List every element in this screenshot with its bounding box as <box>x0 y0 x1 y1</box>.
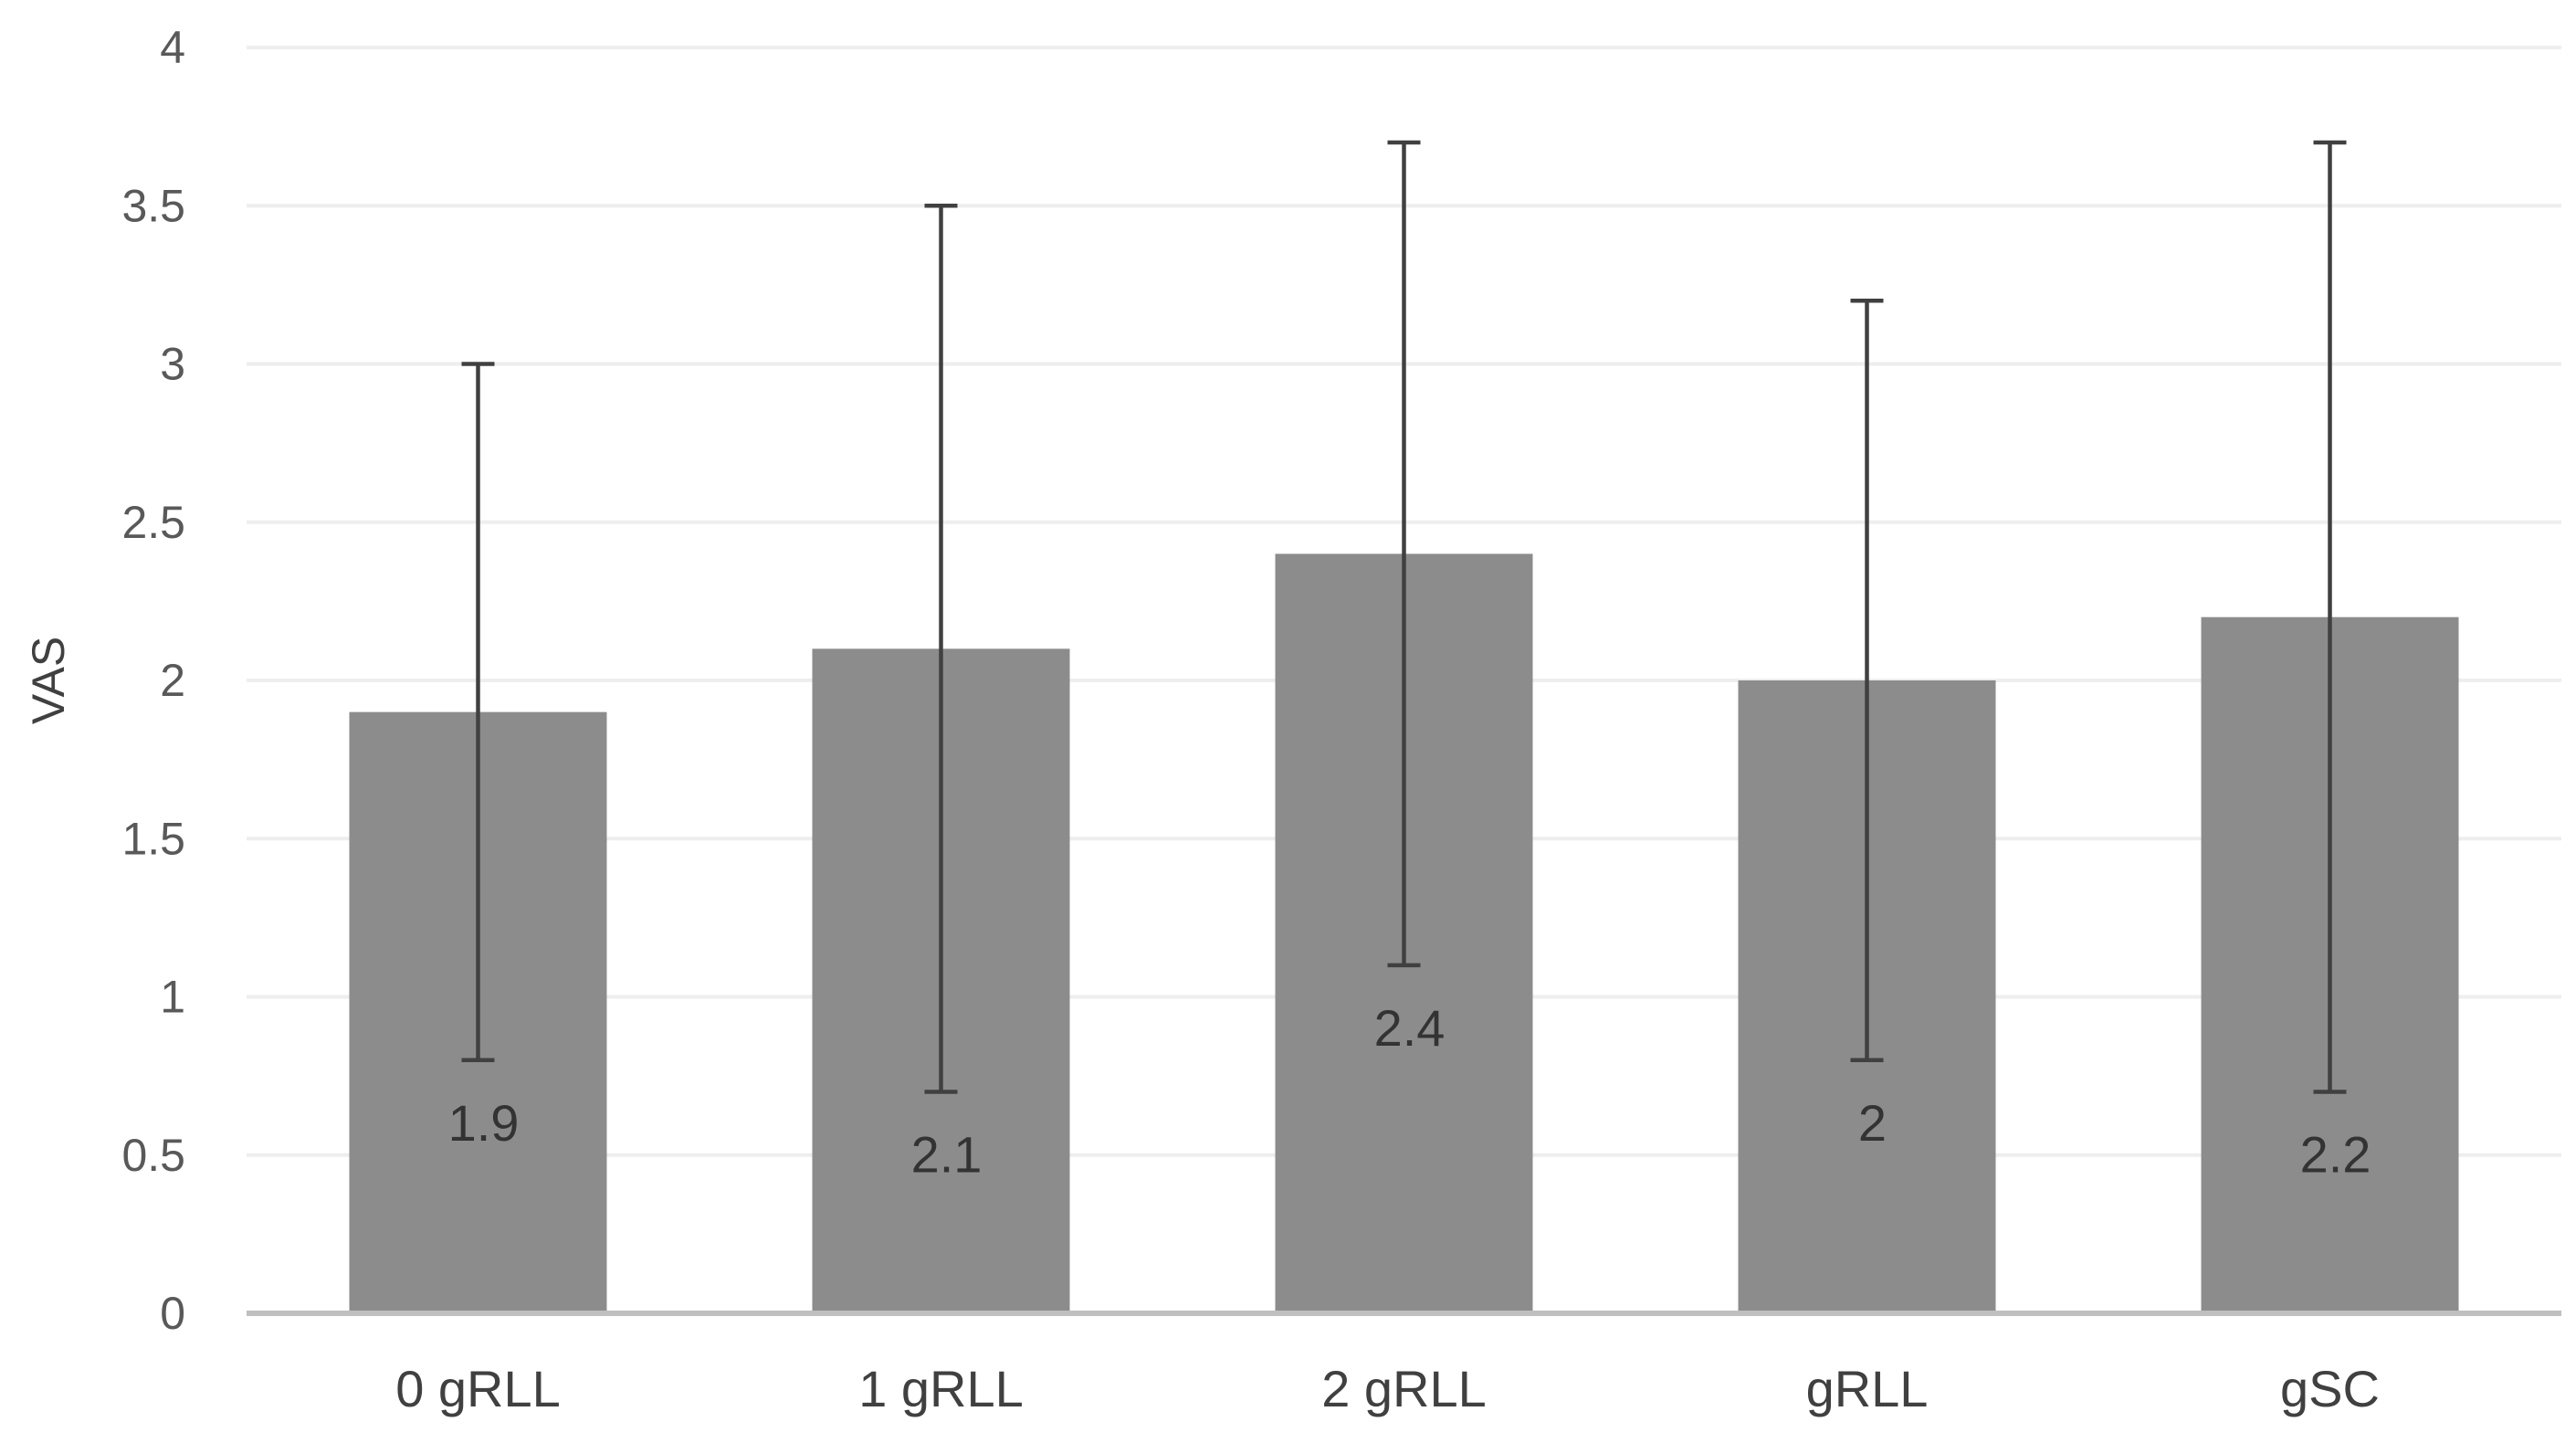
labels: 0 0.5 1 1.5 2 2.5 3 3.5 4 1.9 0 gRLL 2.1 1 gRLL 2.4 2 … <box>121 22 2379 1417</box>
data-label: 2.1 <box>911 1125 983 1183</box>
data-label: 2.2 <box>2300 1125 2371 1183</box>
x-tick-label: gSC <box>2280 1360 2380 1417</box>
y-axis-title: VAS <box>23 637 74 724</box>
y-tick-label: 0 <box>160 1288 185 1339</box>
y-tick-label: 1 <box>160 972 185 1023</box>
data-label: 2.4 <box>1374 999 1446 1057</box>
y-tick-label: 3 <box>160 339 185 390</box>
y-tick-label: 0.5 <box>121 1130 185 1181</box>
y-tick-label: 2.5 <box>121 497 185 548</box>
y-tick-label: 1.5 <box>121 813 185 864</box>
x-tick-label: 1 gRLL <box>858 1360 1024 1417</box>
x-tick-label: 0 gRLL <box>395 1360 561 1417</box>
y-tick-label: 3.5 <box>121 180 185 231</box>
y-tick-label: 2 <box>160 655 185 706</box>
x-tick-label: 2 gRLL <box>1321 1360 1487 1417</box>
y-tick-label: 4 <box>160 22 185 73</box>
x-tick-label: gRLL <box>1806 1360 1929 1417</box>
data-label: 2 <box>1858 1094 1887 1152</box>
error-bars <box>461 140 2347 1094</box>
data-label: 1.9 <box>448 1094 520 1152</box>
